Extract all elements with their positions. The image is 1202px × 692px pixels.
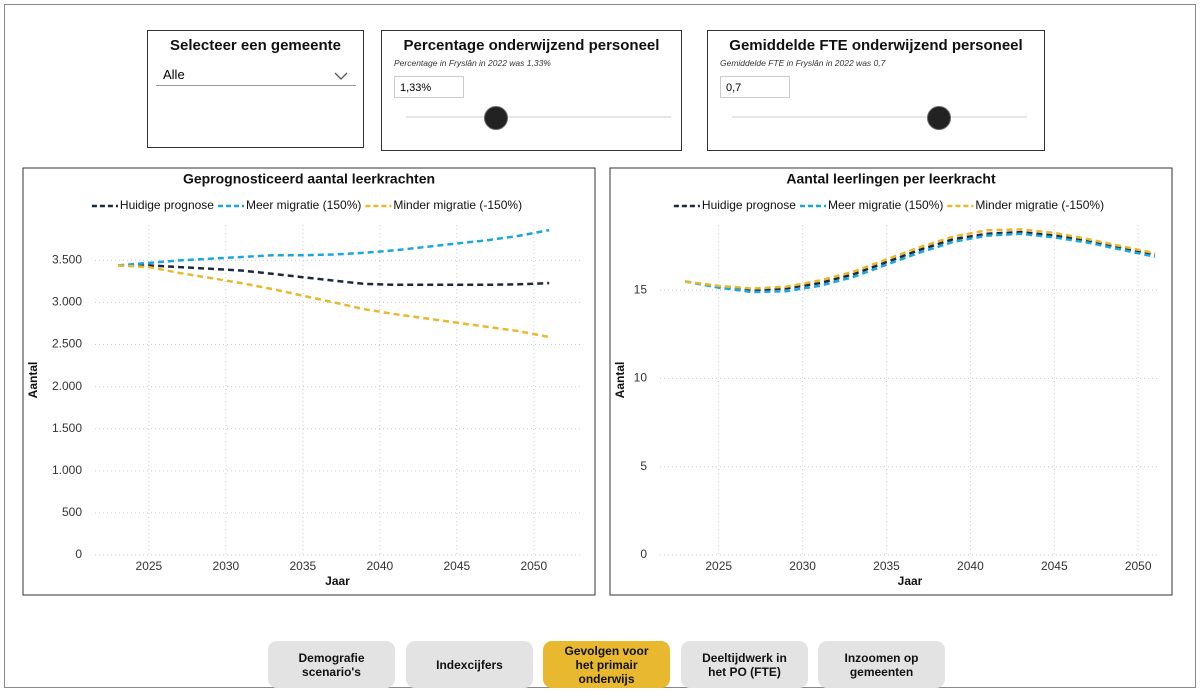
y-tick-label: 5 <box>640 459 647 473</box>
y-tick-label: 3.000 <box>52 295 82 309</box>
y-tick-label: 1.000 <box>52 463 82 477</box>
percentage-panel: Percentage onderwijzend personeel Percen… <box>381 30 682 151</box>
dropdown[interactable]: Alle <box>156 64 356 86</box>
x-tick-label: 2050 <box>1125 559 1152 573</box>
charts: Geprognosticeerd aantal leerkrachten 0 500… <box>22 167 1173 596</box>
nav-button[interactable]: Indexcijfers <box>406 641 533 688</box>
fte-panel: Gemiddelde FTE onderwijzend personeel Ge… <box>707 30 1045 151</box>
x-tick-label: 2025 <box>705 559 732 573</box>
y-tick-label: 15 <box>634 282 648 296</box>
chart-title: Geprognosticeerd aantal leerkrachten <box>183 171 435 187</box>
chart-border <box>22 167 596 596</box>
slider-track <box>406 116 671 118</box>
y-axis-title: Aantal <box>26 362 40 399</box>
series-line <box>684 232 1156 294</box>
nav-button[interactable]: Deeltijdwerk in het PO (FTE) <box>681 641 808 688</box>
y-tick-label: 0 <box>75 547 82 561</box>
slider-knob[interactable] <box>484 106 508 130</box>
y-tick-label: 500 <box>62 505 82 519</box>
slicer-title: Selecteer een gemeente <box>170 37 341 54</box>
chevron <box>334 72 348 80</box>
x-axis-title: Jaar <box>325 574 350 588</box>
x-tick-label: 2045 <box>443 559 470 573</box>
legend-label: Meer migratie (150%) <box>246 198 361 212</box>
legend: Huidige prognose Meer migratie (150%) Mind… <box>91 198 522 212</box>
nav-button[interactable]: Gevolgen voor het primair onderwijs <box>543 641 670 688</box>
legend-label: Meer migratie (150%) <box>828 198 943 212</box>
y-tick-label: 3.500 <box>52 253 82 267</box>
panel-title: Percentage onderwijzend personeel <box>403 37 660 54</box>
x-tick-label: 2035 <box>873 559 900 573</box>
x-tick-label: 2040 <box>366 559 393 573</box>
series-line <box>117 228 550 267</box>
y-tick-label: 1.500 <box>52 421 82 435</box>
legend-label: Huidige prognose <box>702 198 796 212</box>
legend-label: Minder migratie (-150%) <box>975 198 1104 212</box>
input[interactable]: 0,7 <box>720 76 790 98</box>
y-tick-label: 10 <box>634 371 648 385</box>
y-axis-title: Aantal <box>613 362 627 399</box>
x-axis-title: Jaar <box>898 574 923 588</box>
nav-button[interactable]: Inzoomen op gemeenten <box>818 641 945 688</box>
x-tick-label: 2030 <box>789 559 816 573</box>
chart-border <box>609 167 1173 596</box>
panel-title: Gemiddelde FTE onderwijzend personeel <box>729 37 1023 54</box>
x-tick-label: 2030 <box>213 559 240 573</box>
y-tick-label: 2.000 <box>52 379 82 393</box>
series-line <box>118 264 550 339</box>
chart-title: Aantal leerlingen per leerkracht <box>786 171 996 187</box>
x-tick-label: 2050 <box>520 559 547 573</box>
y-tick-label: 2.500 <box>52 337 82 351</box>
legend-label: Minder migratie (-150%) <box>393 198 522 212</box>
dropdown-value: Alle <box>163 67 185 82</box>
legend-label: Huidige prognose <box>120 198 214 212</box>
series-line <box>118 264 550 287</box>
x-tick-label: 2035 <box>290 559 317 573</box>
panel-subtitle: Percentage in Fryslân in 2022 was 1,33% <box>394 58 551 68</box>
slider-track <box>732 116 1027 118</box>
legend: Huidige prognose Meer migratie (150%) Mind… <box>673 198 1104 212</box>
x-tick-label: 2025 <box>136 559 163 573</box>
panel-subtitle: Gemiddelde FTE in Fryslân in 2022 was 0,… <box>720 58 886 68</box>
x-tick-label: 2045 <box>1041 559 1068 573</box>
slider-knob[interactable] <box>927 106 951 130</box>
y-tick-label: 0 <box>640 547 647 561</box>
x-tick-label: 2040 <box>957 559 984 573</box>
input[interactable]: 1,33% <box>394 76 464 98</box>
series-line <box>685 230 1156 292</box>
series-line <box>685 228 1156 290</box>
nav-button[interactable]: Demografie scenario's <box>268 641 395 688</box>
gemeente-slicer: Selecteer een gemeente Alle <box>147 30 364 148</box>
